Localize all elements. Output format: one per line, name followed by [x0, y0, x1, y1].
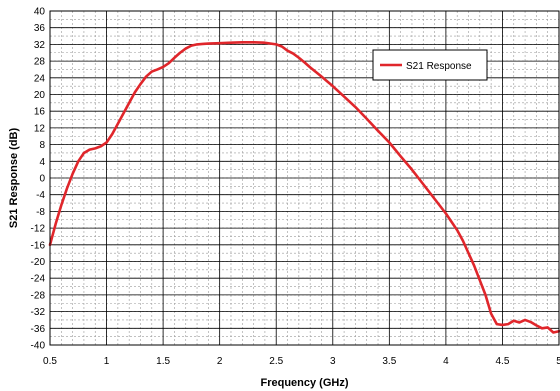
y-tick-label: -32: [31, 307, 46, 318]
x-tick-label: 0.5: [43, 356, 57, 367]
x-tick-label: 5: [556, 356, 560, 367]
x-axis-title: Frequency (GHz): [260, 377, 348, 389]
y-tick-label: 40: [34, 7, 46, 18]
y-tick-label: 16: [34, 107, 46, 118]
x-tick-label: 4.5: [495, 356, 509, 367]
x-tick-label: 1: [104, 356, 110, 367]
y-tick-label: -24: [31, 274, 46, 285]
y-tick-label: -20: [31, 257, 46, 268]
y-tick-label: -40: [31, 341, 46, 352]
y-tick-label: 32: [34, 40, 46, 51]
y-tick-label: -8: [36, 207, 45, 218]
legend: S21 Response: [373, 50, 487, 80]
y-tick-label: 24: [34, 73, 46, 84]
x-tick-label: 4: [443, 356, 449, 367]
y-tick-label: 36: [34, 23, 46, 34]
y-tick-label: 12: [34, 123, 46, 134]
legend-label: S21 Response: [406, 61, 472, 72]
y-tick-label: 8: [39, 140, 45, 151]
y-tick-label: -28: [31, 290, 46, 301]
x-tick-label: 3.5: [382, 356, 396, 367]
x-tick-label: 3: [330, 356, 336, 367]
y-axis-title: S21 Response (dB): [8, 128, 20, 229]
y-tick-label: 0: [39, 174, 45, 185]
x-tick-label: 1.5: [156, 356, 170, 367]
y-tick-label: 20: [34, 90, 46, 101]
y-tick-label: -16: [31, 240, 46, 251]
x-tick-label: 2.5: [269, 356, 283, 367]
y-tick-label: -12: [31, 224, 46, 235]
y-tick-label: -4: [36, 190, 45, 201]
y-tick-label: -36: [31, 324, 46, 335]
y-tick-label: 4: [39, 157, 45, 168]
x-tick-label: 2: [217, 356, 223, 367]
y-tick-label: 28: [34, 57, 46, 68]
